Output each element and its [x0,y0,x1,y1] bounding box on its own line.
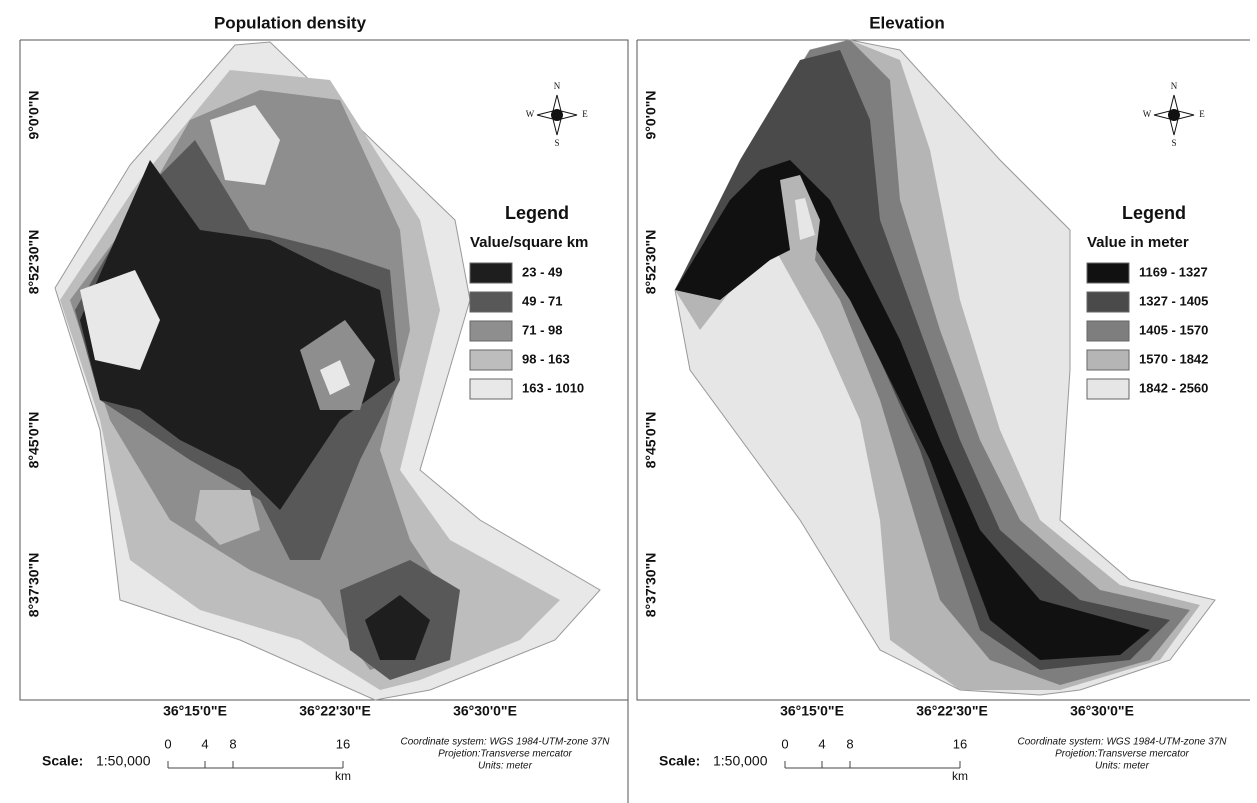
longitude-label: 36°30'0"E [453,703,517,719]
map-panel: Elevation 9°0'0"N 8°52'30"N 8°45'0"N 8°37'30… [643,13,1228,783]
latitude-label: 8°37'30"N [643,553,659,618]
latitude-label: 8°52'30"N [643,230,659,295]
legend-swatch [469,291,513,313]
legend-subtitle: Value in meter [1087,234,1189,251]
compass-center [551,109,563,121]
longitude-label: 36°22'30"E [916,703,988,719]
legend-swatch [469,262,513,284]
legend-swatch [1086,349,1130,371]
longitude-label: 36°15'0"E [780,703,844,719]
latitude-label: 9°0'0"N [26,90,42,139]
longitude-label: 36°22'30"E [299,703,371,719]
map-note: Coordinate system: WGS 1984-UTM-zone 37N [401,737,611,748]
map-note: Coordinate system: WGS 1984-UTM-zone 37N [1018,737,1228,748]
legend-label: 1842 - 2560 [1139,380,1208,395]
scale-unit: km [952,769,968,783]
scale-tick-label: 0 [164,736,171,751]
longitude-label: 36°15'0"E [163,703,227,719]
legend-swatch [1086,262,1130,284]
right-frame [636,39,1250,701]
legend-swatch [469,349,513,371]
map-note: Units: meter [1095,761,1150,772]
legend-label: 1169 - 1327 [1139,264,1208,279]
scale-tick-label: 4 [818,736,825,751]
compass-center [1168,109,1180,121]
legend-label: 23 - 49 [522,264,562,279]
legend-label: 1327 - 1405 [1139,293,1208,308]
scale-tick-label: 8 [846,736,853,751]
legend-label: 49 - 71 [522,293,562,308]
legend-label: 1405 - 1570 [1139,322,1208,337]
scale-tick-label: 16 [336,736,350,751]
scale-tick-label: 0 [781,736,788,751]
legend-subtitle: Value/square km [470,234,588,251]
map-note: Units: meter [478,761,533,772]
legend-swatch [469,320,513,342]
map-panel: Population density 9°0'0"N 8°52'30"N 8°45'0… [26,13,611,783]
text-layer: Population density 9°0'0"N 8°52'30"N 8°45'0… [26,13,1228,783]
map-note: Projetion:Transverse mercator [1055,749,1189,760]
legend-label: 163 - 1010 [522,380,584,395]
longitude-label: 36°30'0"E [1070,703,1134,719]
latitude-label: 9°0'0"N [643,90,659,139]
latitude-label: 8°52'30"N [26,230,42,295]
scale-tick-label: 8 [229,736,236,751]
scale-label: Scale: [42,753,83,769]
left-frame [19,39,629,701]
elevation-map [674,39,1216,696]
compass-west: W [1143,109,1152,119]
compass-north: N [1171,81,1178,91]
compass-north: N [554,81,561,91]
latitude-label: 8°37'30"N [26,553,42,618]
scale-tick-label: 16 [953,736,967,751]
map-note: Projetion:Transverse mercator [438,749,572,760]
scale-tick-label: 4 [201,736,208,751]
map-title: Elevation [869,13,945,32]
map-title: Population density [214,13,367,32]
legend-swatch [1086,320,1130,342]
scale-unit: km [335,769,351,783]
legend-label: 98 - 163 [522,351,570,366]
compass-south: S [1171,138,1176,148]
population-map [54,41,601,701]
legend-title: Legend [505,203,569,223]
compass-east: E [1199,109,1205,119]
scale-ratio: 1:50,000 [96,753,151,769]
legend-label: 71 - 98 [522,322,562,337]
legend-swatch [1086,291,1130,313]
latitude-label: 8°45'0"N [26,412,42,469]
legend-swatch [1086,378,1130,400]
legend-swatch [469,378,513,400]
legend-label: 1570 - 1842 [1139,351,1208,366]
scale-label: Scale: [659,753,700,769]
compass-south: S [554,138,559,148]
compass-east: E [582,109,588,119]
compass-west: W [526,109,535,119]
scale-ratio: 1:50,000 [713,753,768,769]
legend-title: Legend [1122,203,1186,223]
latitude-label: 8°45'0"N [643,412,659,469]
